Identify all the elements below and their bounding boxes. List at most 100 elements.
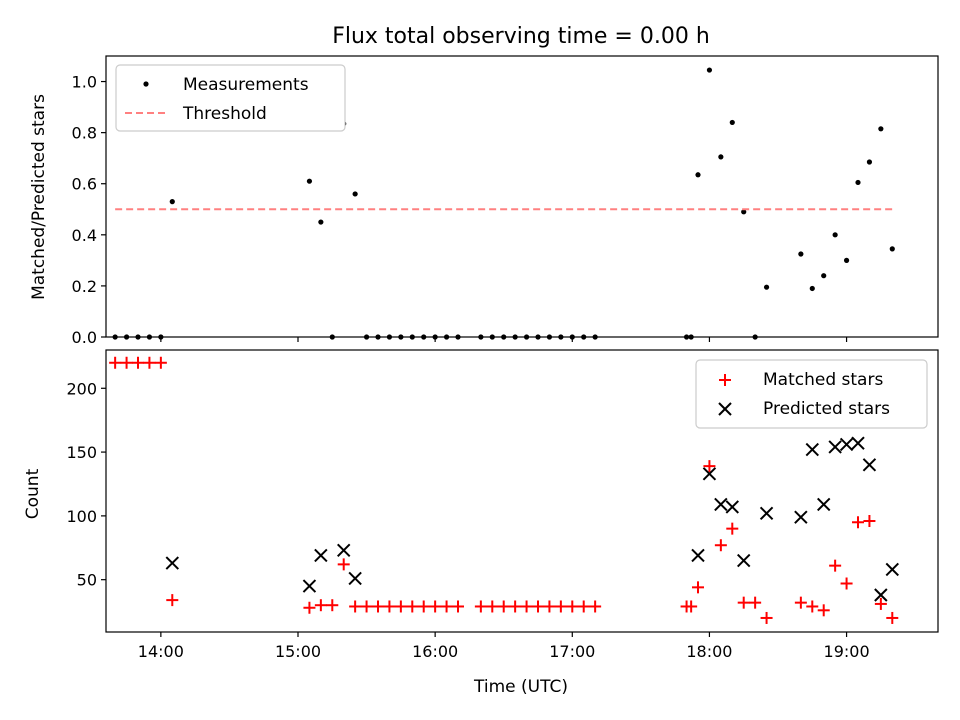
predicted-stars-point [874, 588, 888, 602]
matched-stars-point [394, 600, 407, 613]
measurements-point [569, 334, 575, 340]
matched-stars-point [554, 600, 567, 613]
matched-stars-point [829, 559, 842, 572]
measurements-point [398, 334, 404, 340]
top-ytick-label: 0.2 [72, 277, 97, 296]
measurements-point [146, 334, 153, 340]
bottom-ylabel: Count [23, 468, 43, 519]
measurements-point [688, 334, 694, 340]
measurements-point [523, 334, 530, 340]
top-axes-frame [105, 55, 939, 338]
measurements-point [386, 334, 393, 340]
measurements-point [421, 334, 427, 340]
matched-stars-point [532, 600, 544, 613]
bottom-xtick-label: 15:00 [275, 642, 321, 661]
measurements-point [158, 334, 164, 340]
measurements-point [592, 334, 598, 340]
measurements-point [832, 232, 838, 238]
predicted-stars-point [691, 548, 705, 563]
matched-stars-point [840, 577, 853, 590]
matched-stars-point [886, 611, 899, 624]
predicted-stars-point [714, 497, 728, 512]
bottom-axes-frame [105, 349, 939, 633]
predicted-stars-point [314, 548, 328, 563]
measurements-point [169, 199, 175, 205]
matched-stars-point [794, 596, 807, 609]
measurements-point [512, 334, 518, 340]
predicted-stars-point [851, 436, 865, 450]
measurements-point [718, 154, 724, 160]
measurements-point [546, 334, 553, 340]
bottom-legend-frame [695, 359, 928, 429]
measurements-point [843, 257, 850, 263]
matched-stars-point [566, 600, 579, 613]
predicted-stars-point [794, 510, 808, 524]
measurements-point [375, 334, 381, 340]
measurements-point [741, 209, 747, 215]
legend-predicted-label: Predicted stars [763, 399, 890, 419]
measurements-point [329, 334, 335, 340]
measurements-point [478, 334, 484, 340]
legend-threshold-label: Threshold [182, 104, 267, 124]
matched-stars-point [543, 600, 556, 613]
matched-stars-point [577, 600, 590, 613]
matched-stars-point [406, 600, 419, 613]
measurements-point [855, 179, 861, 186]
matched-stars-point [132, 356, 144, 369]
matched-stars-point [852, 516, 864, 529]
measurements-point [306, 178, 313, 184]
predicted-stars-point [165, 556, 179, 570]
bottom-ytick-label: 50 [77, 571, 97, 590]
bottom-xtick-label: 14:00 [138, 642, 184, 661]
bottom-ytick-label: 100 [66, 507, 97, 526]
chart-title: Flux total observing time = 0.00 h [332, 24, 710, 49]
matched-stars-point [109, 356, 122, 369]
legend-predicted-marker [718, 402, 732, 416]
measurements-point [695, 172, 701, 178]
predicted-stars-point [885, 562, 899, 577]
measurements-point [706, 67, 713, 73]
top-legend-frame [115, 64, 346, 132]
matched-stars-point [166, 594, 179, 607]
measurements-point [432, 334, 438, 340]
matched-stars-point [440, 600, 453, 613]
matched-stars-point [749, 596, 762, 609]
measurements-point [363, 334, 370, 340]
measurements-point [135, 334, 141, 340]
matched-stars-point [806, 600, 819, 613]
measurements-point [123, 334, 130, 340]
measurements-point [752, 334, 758, 340]
matched-stars-point [760, 611, 773, 624]
bottom-xtick-label: 17:00 [549, 642, 595, 661]
matched-stars-point [474, 600, 487, 613]
top-ytick-label: 0.6 [72, 175, 97, 194]
top-ytick-label: 0.0 [72, 328, 97, 347]
predicted-stars-point [348, 571, 362, 586]
matched-stars-point [817, 604, 830, 617]
matched-stars-point [737, 596, 750, 609]
measurements-point [352, 191, 358, 197]
matched-stars-point [417, 600, 430, 613]
matched-stars-point [726, 522, 739, 535]
measurements-point [318, 219, 324, 225]
measurements-point [535, 334, 541, 340]
matched-stars-point [685, 600, 698, 613]
measurements-point [489, 334, 495, 340]
predicted-stars-point [805, 442, 819, 457]
matched-stars-point [383, 600, 396, 613]
bottom-ytick-label: 150 [66, 443, 97, 462]
bottom-xtick-label: 18:00 [686, 642, 732, 661]
legend-matched-label: Matched stars [763, 370, 883, 390]
top-legend: Measurements Threshold [115, 64, 346, 132]
predicted-stars-point [828, 440, 842, 454]
measurements-point [866, 159, 873, 165]
top-ytick-label: 1.0 [72, 73, 97, 92]
bottom-xlabel: Time (UTC) [473, 677, 568, 697]
predicted-stars-point [737, 553, 751, 568]
matched-stars-point [509, 600, 522, 613]
matched-stars-point [452, 600, 464, 613]
measurements-point [558, 334, 564, 340]
matched-stars-point [429, 600, 442, 613]
matched-stars-point [326, 599, 339, 612]
